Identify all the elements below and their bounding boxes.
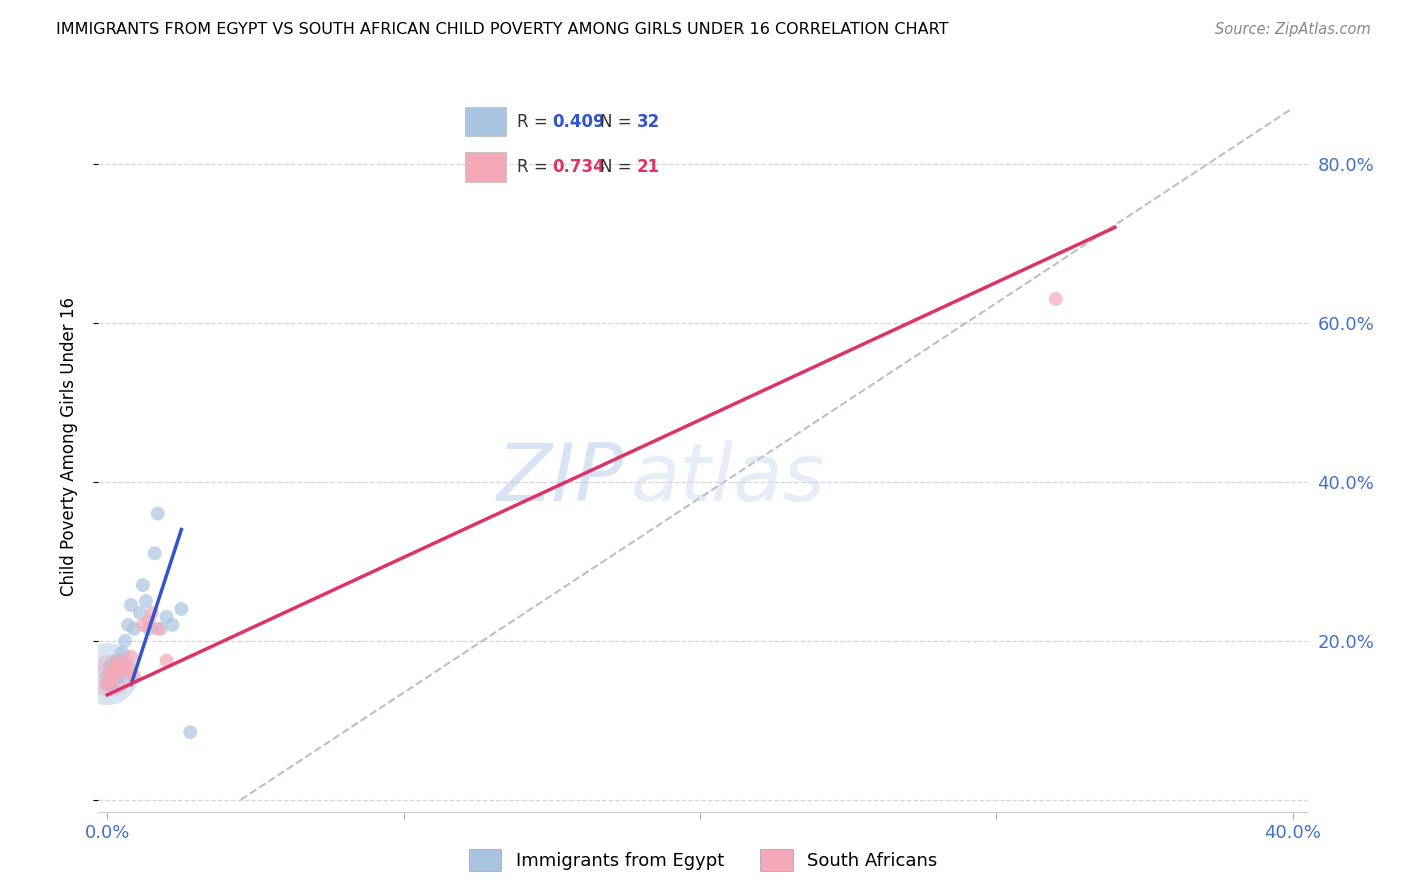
- Point: [117, 659, 139, 673]
- Point: [105, 657, 128, 672]
- Point: [141, 606, 163, 620]
- Point: [138, 622, 160, 636]
- Point: [120, 649, 142, 664]
- Point: [103, 667, 125, 681]
- Point: [98, 669, 121, 683]
- Point: [108, 662, 131, 676]
- Point: [122, 622, 145, 636]
- Point: [138, 614, 160, 628]
- Point: [122, 669, 145, 683]
- Point: [98, 675, 121, 690]
- Point: [98, 657, 121, 672]
- Point: [129, 606, 152, 620]
- Point: [114, 662, 136, 676]
- Point: [179, 725, 201, 739]
- Point: [96, 669, 118, 683]
- Text: IMMIGRANTS FROM EGYPT VS SOUTH AFRICAN CHILD POVERTY AMONG GIRLS UNDER 16 CORREL: IMMIGRANTS FROM EGYPT VS SOUTH AFRICAN C…: [56, 22, 949, 37]
- Point: [155, 610, 177, 624]
- Text: Source: ZipAtlas.com: Source: ZipAtlas.com: [1215, 22, 1371, 37]
- Point: [143, 546, 166, 560]
- Point: [103, 659, 125, 673]
- Point: [96, 677, 118, 691]
- Point: [117, 618, 139, 632]
- Text: atlas: atlas: [630, 440, 825, 518]
- Point: [96, 677, 118, 691]
- Point: [108, 669, 131, 683]
- Point: [114, 633, 136, 648]
- Point: [105, 669, 128, 683]
- Point: [103, 664, 125, 678]
- Point: [1045, 292, 1067, 306]
- Point: [146, 507, 169, 521]
- Point: [135, 594, 157, 608]
- Point: [132, 618, 155, 632]
- Point: [132, 578, 155, 592]
- Point: [98, 669, 121, 683]
- Legend: Immigrants from Egypt, South Africans: Immigrants from Egypt, South Africans: [461, 842, 945, 879]
- Point: [170, 602, 193, 616]
- Point: [111, 664, 134, 678]
- Point: [111, 646, 134, 660]
- Point: [103, 675, 125, 690]
- Point: [162, 618, 184, 632]
- Point: [98, 672, 121, 686]
- Point: [105, 662, 128, 676]
- Y-axis label: Child Poverty Among Girls Under 16: Child Poverty Among Girls Under 16: [59, 296, 77, 596]
- Point: [105, 665, 128, 680]
- Point: [103, 669, 125, 683]
- Point: [105, 654, 128, 668]
- Point: [149, 622, 172, 636]
- Point: [98, 664, 121, 678]
- Point: [108, 654, 131, 668]
- Point: [120, 598, 142, 612]
- Text: ZIP: ZIP: [498, 440, 624, 518]
- Point: [111, 657, 134, 672]
- Point: [103, 673, 125, 688]
- Point: [96, 667, 118, 681]
- Point: [146, 622, 169, 636]
- Point: [103, 659, 125, 673]
- Point: [98, 675, 121, 690]
- Point: [155, 654, 177, 668]
- Point: [98, 664, 121, 678]
